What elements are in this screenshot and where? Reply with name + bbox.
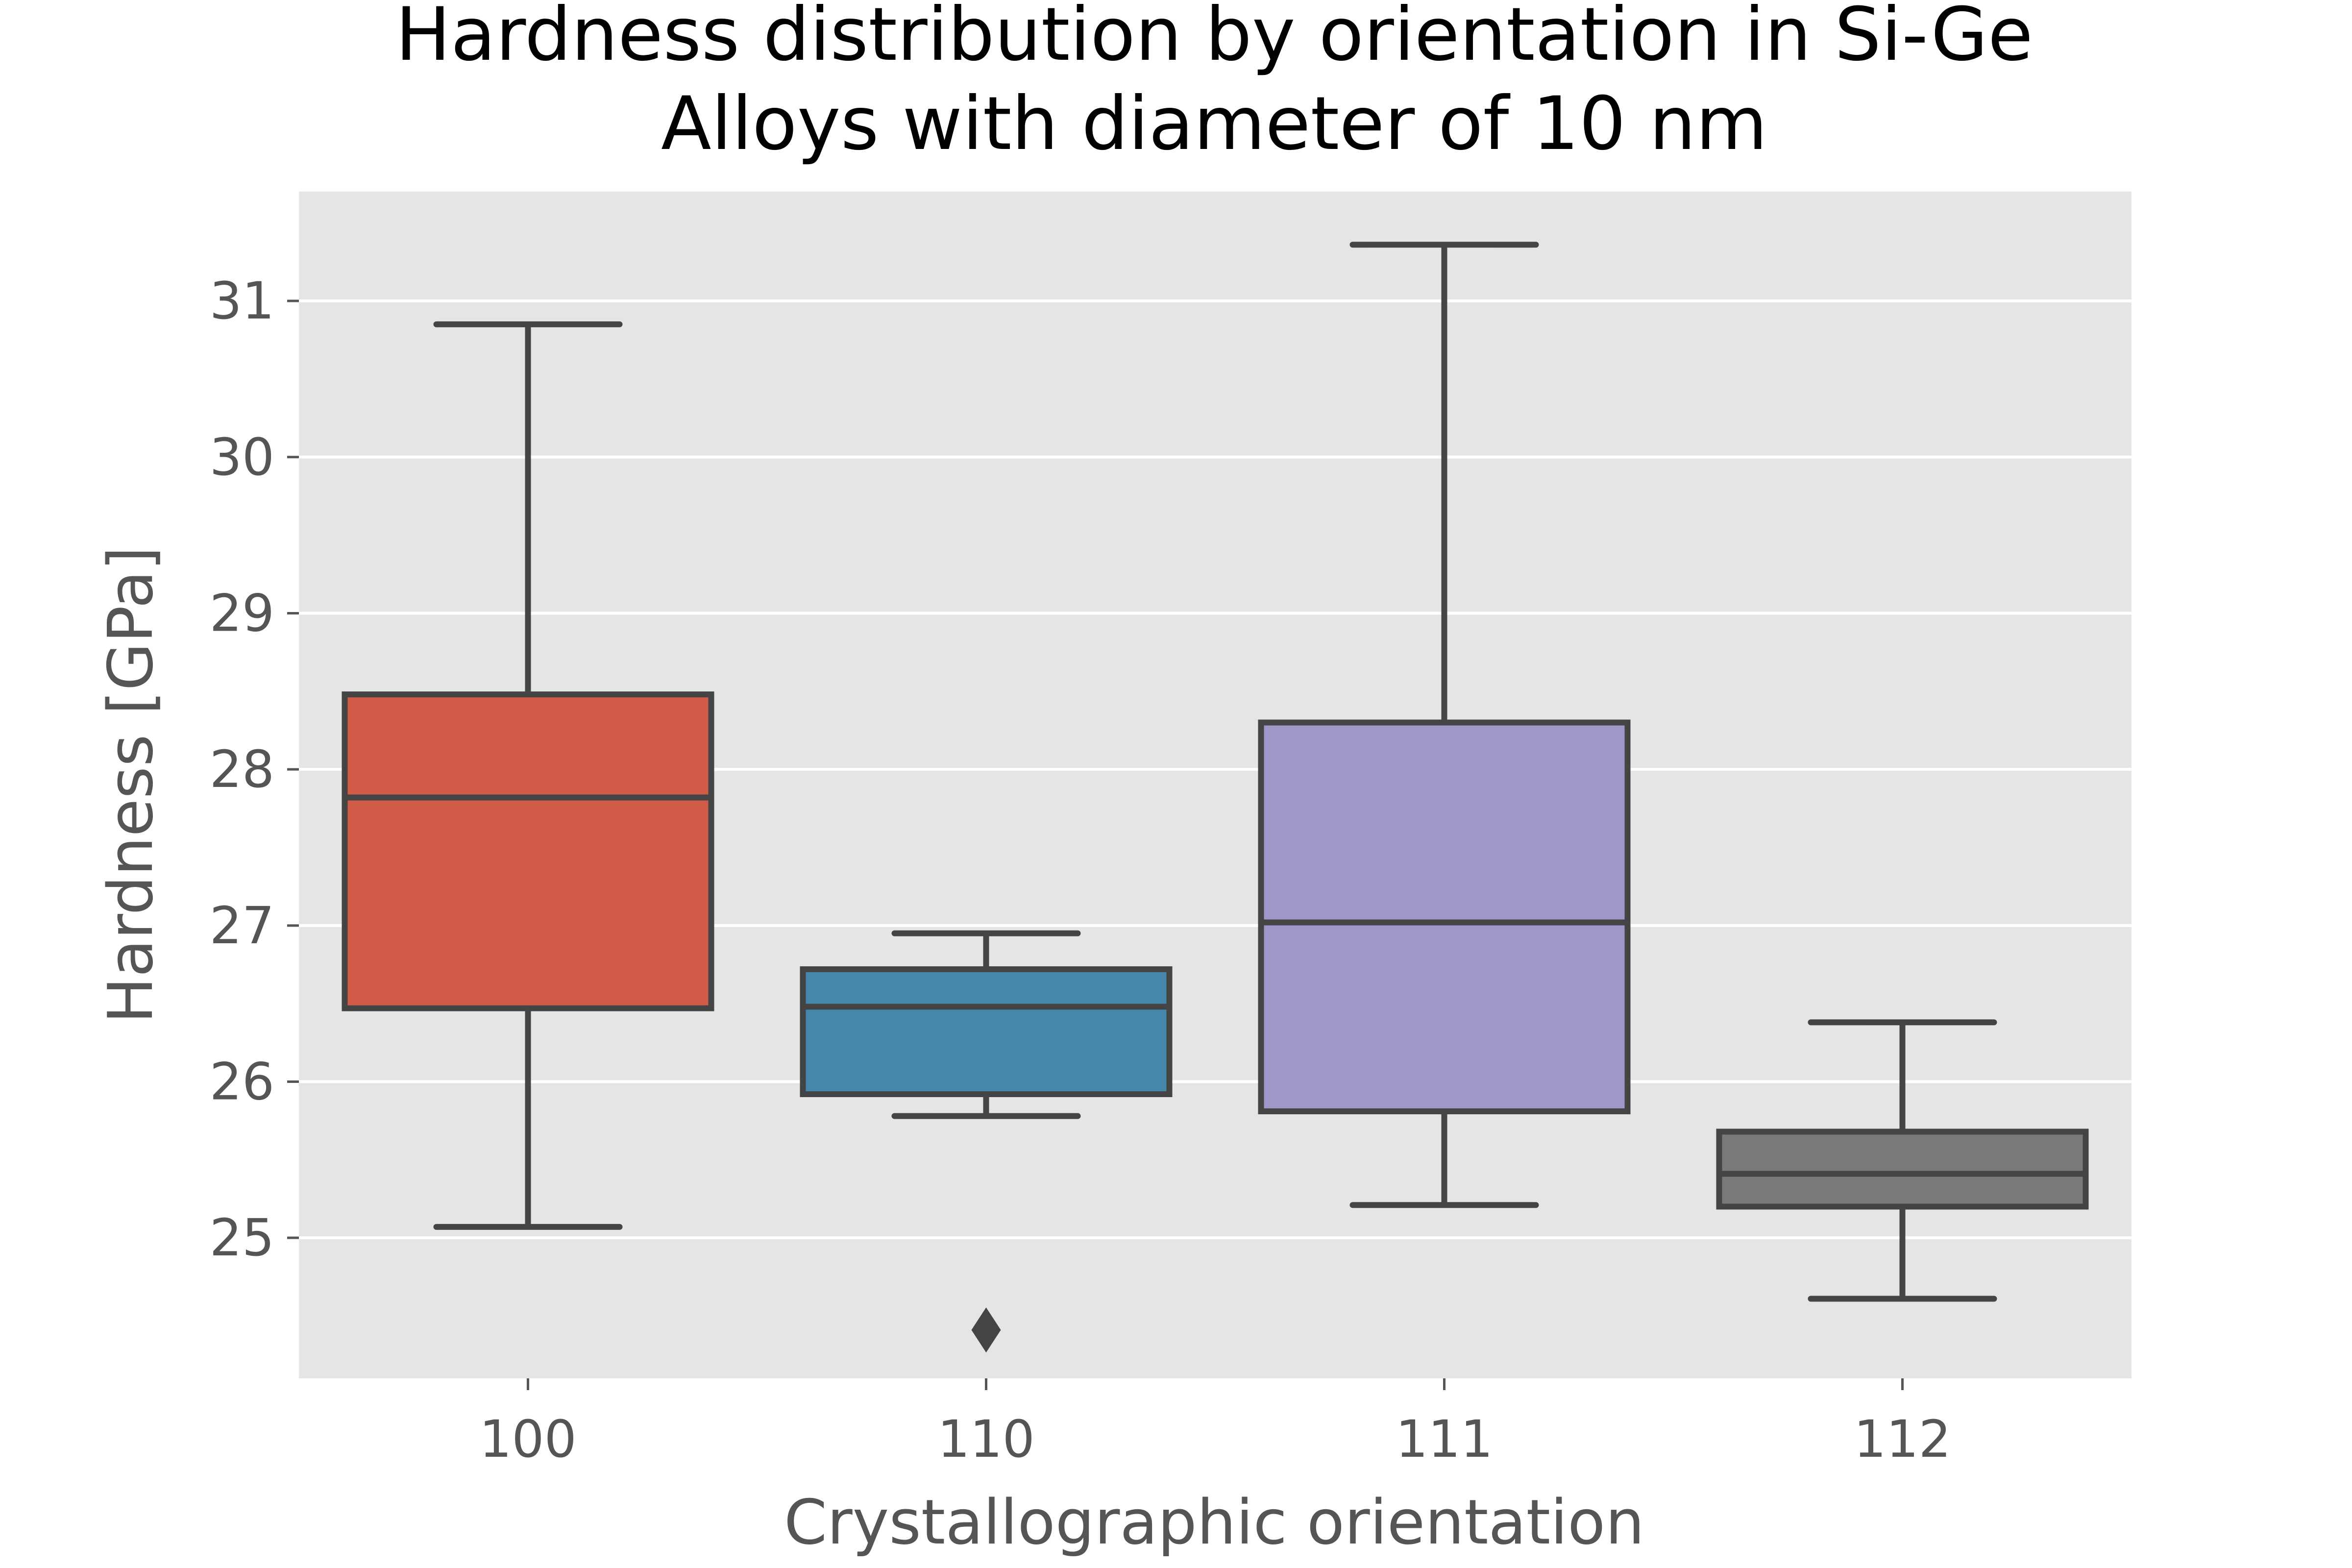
y-axis-label: Hardness [GPa] [95, 546, 167, 1024]
iqr-box [1716, 1128, 2089, 1210]
iqr-box [800, 966, 1173, 1097]
chart-title-line-2: Alloys with diameter of 10 nm [661, 81, 1767, 167]
box-112 [1716, 1019, 2089, 1302]
iqr-box [1258, 719, 1631, 1115]
x-tick-label: 111 [1396, 1409, 1493, 1469]
x-tick-label: 112 [1854, 1409, 1951, 1469]
box-series [342, 242, 2089, 1353]
x-axis-label: Crystallographic orientation [784, 1486, 1644, 1558]
y-tick-label: 30 [210, 427, 274, 487]
chart-title-line-1: Hardness distribution by orientation in … [395, 0, 2033, 77]
x-axis: 100 110 111 112 [479, 1378, 1951, 1469]
y-tick-label: 28 [210, 739, 274, 799]
box-111 [1258, 242, 1631, 1208]
y-tick-label: 31 [210, 271, 274, 331]
y-tick-label: 27 [210, 896, 274, 956]
outlier-point [971, 1307, 1001, 1353]
iqr-box [342, 691, 714, 1011]
y-tick-label: 26 [210, 1052, 274, 1112]
box-100 [342, 321, 714, 1230]
box-110 [800, 930, 1173, 1353]
x-tick-label: 100 [479, 1409, 577, 1469]
y-tick-label: 25 [210, 1208, 274, 1268]
x-tick-label: 110 [937, 1409, 1035, 1469]
y-tick-label: 29 [210, 583, 274, 643]
y-axis: 25 26 27 28 29 30 31 [210, 271, 299, 1268]
